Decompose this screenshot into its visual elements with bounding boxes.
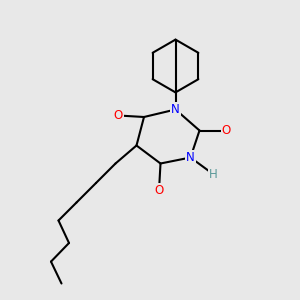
Text: N: N — [171, 103, 180, 116]
Text: H: H — [208, 167, 217, 181]
Text: O: O — [222, 124, 231, 137]
Text: O: O — [114, 109, 123, 122]
Text: N: N — [186, 151, 195, 164]
Text: O: O — [154, 184, 164, 197]
